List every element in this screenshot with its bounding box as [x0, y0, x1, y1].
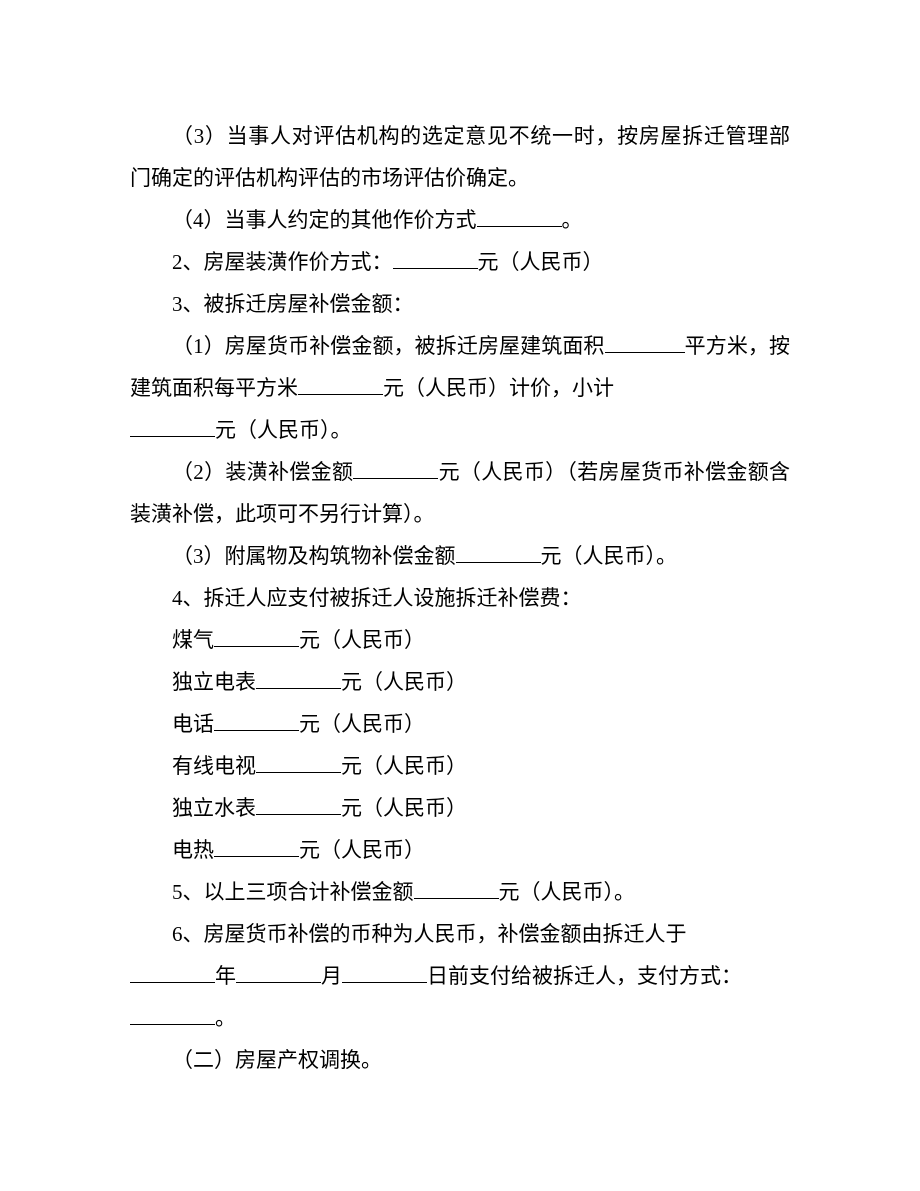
text: 电话: [172, 712, 214, 736]
blank-field: [393, 246, 478, 269]
text: 3、被拆迁房屋补偿金额：: [172, 292, 414, 316]
text: （3）附属物及构筑物补偿金额: [172, 544, 456, 568]
blank-field: [477, 204, 562, 227]
text: 元（人民币）。: [541, 544, 678, 568]
blank-field: [214, 834, 299, 857]
blank-field: [298, 372, 383, 395]
paragraph-3-1-cont: 元（人民币）。: [130, 409, 790, 451]
paragraph-4: （4）当事人约定的其他作价方式 。: [130, 199, 790, 241]
text: （1）房屋货币补偿金额，被拆迁房屋建筑面积: [172, 334, 605, 358]
text: 元（人民币）: [341, 754, 467, 778]
blank-field: [353, 456, 438, 479]
blank-field: [256, 666, 341, 689]
text: 元（人民币）: [299, 712, 425, 736]
paragraph-item-2: 2、房屋装潢作价方式： 元（人民币）: [130, 241, 790, 283]
text: 5、以上三项合计补偿金额: [172, 880, 414, 904]
text: 2、房屋装潢作价方式：: [172, 250, 393, 274]
paragraph-item-6: 6、房屋货币补偿的币种为人民币，补偿金额由拆迁人于: [130, 913, 790, 955]
blank-field: [342, 960, 427, 983]
text: 元（人民币）。: [499, 880, 636, 904]
paragraph-item-6-cont: 年 月 日前支付给被拆迁人，支付方式：: [130, 955, 790, 997]
text: （二）房屋产权调换。: [172, 1048, 382, 1072]
blank-field: [130, 960, 215, 983]
text: 4、拆迁人应支付被拆迁人设施拆迁补偿费：: [172, 586, 582, 610]
blank-field: [456, 540, 541, 563]
text: 元（人民币）: [341, 796, 467, 820]
text: （3）当事人对评估机构的选定意见不统一时，按房屋拆迁管理部门确定的评估机构评估的…: [130, 124, 790, 190]
paragraph-gas: 煤气 元（人民币）: [130, 619, 790, 661]
paragraph-item-5: 5、以上三项合计补偿金额 元（人民币）。: [130, 871, 790, 913]
text: 元（人民币）: [478, 250, 604, 274]
paragraph-3-1: （1）房屋货币补偿金额，被拆迁房屋建筑面积平方米，按建筑面积每平方米元（人民币）…: [130, 325, 790, 409]
text: （2）装潢补偿金额: [172, 460, 353, 484]
blank-field: [256, 750, 341, 773]
paragraph-item-3: 3、被拆迁房屋补偿金额：: [130, 283, 790, 325]
paragraph-item-4: 4、拆迁人应支付被拆迁人设施拆迁补偿费：: [130, 577, 790, 619]
paragraph-item-6-cont2: 。: [130, 997, 790, 1039]
text: 月: [321, 964, 342, 988]
text: 日前支付给被拆迁人，支付方式：: [427, 964, 742, 988]
blank-field: [214, 708, 299, 731]
text: 。: [562, 208, 583, 232]
paragraph-water: 独立水表 元（人民币）: [130, 787, 790, 829]
text: 。: [215, 1006, 236, 1030]
text: 元（人民币）计价，小计: [383, 376, 614, 400]
text: 6、房屋货币补偿的币种为人民币，补偿金额由拆迁人于: [172, 922, 687, 946]
paragraph-cabletv: 有线电视 元（人民币）: [130, 745, 790, 787]
text: 元（人民币）: [341, 670, 467, 694]
text: 煤气: [172, 628, 214, 652]
paragraph-heat: 电热 元（人民币）: [130, 829, 790, 871]
blank-field: [130, 414, 215, 437]
paragraph-section-2: （二）房屋产权调换。: [130, 1039, 790, 1081]
text: 独立电表: [172, 670, 256, 694]
text: 元（人民币）: [299, 838, 425, 862]
blank-field: [130, 1002, 215, 1025]
blank-field: [605, 330, 685, 353]
paragraph-phone: 电话 元（人民币）: [130, 703, 790, 745]
text: 电热: [172, 838, 214, 862]
paragraph-3: （3）当事人对评估机构的选定意见不统一时，按房屋拆迁管理部门确定的评估机构评估的…: [130, 115, 790, 199]
text: （4）当事人约定的其他作价方式: [172, 208, 477, 232]
text: 元（人民币）。: [215, 418, 352, 442]
paragraph-meter: 独立电表 元（人民币）: [130, 661, 790, 703]
text: 独立水表: [172, 796, 256, 820]
paragraph-3-3: （3）附属物及构筑物补偿金额 元（人民币）。: [130, 535, 790, 577]
document-body: （3）当事人对评估机构的选定意见不统一时，按房屋拆迁管理部门确定的评估机构评估的…: [130, 115, 790, 1081]
blank-field: [214, 624, 299, 647]
blank-field: [256, 792, 341, 815]
blank-field: [414, 876, 499, 899]
paragraph-3-2: （2）装潢补偿金额元（人民币）（若房屋货币补偿金额含装潢补偿，此项可不另行计算）…: [130, 451, 790, 535]
text: 年: [215, 964, 236, 988]
text: 元（人民币）: [299, 628, 425, 652]
blank-field: [236, 960, 321, 983]
text: 有线电视: [172, 754, 256, 778]
